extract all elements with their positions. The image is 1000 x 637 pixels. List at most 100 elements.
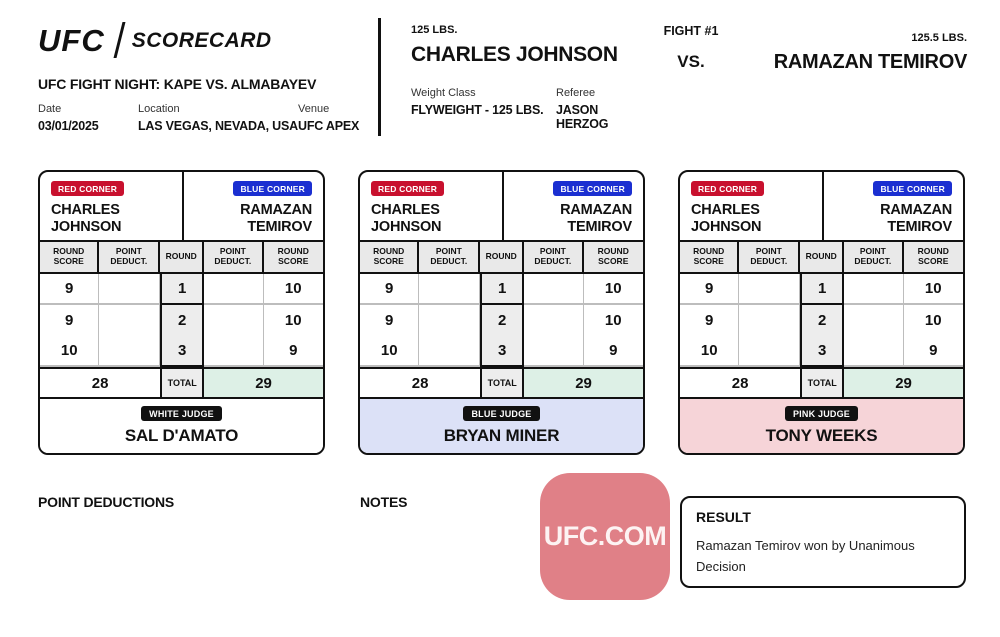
weight-class-field: Weight Class FLYWEIGHT - 125 LBS. (411, 87, 556, 131)
col-round: ROUND (480, 242, 525, 272)
red-fighter-cell: RED CORNER CHARLES JOHNSON (40, 172, 182, 240)
blue-point-deduct-cell (524, 336, 584, 367)
blue-fighter-weight: 125.5 LBS. (911, 32, 967, 44)
referee-field: Referee JASON HERZOG (556, 87, 641, 131)
score-row: 9 1 10 (680, 274, 963, 305)
blue-round-score: 9 (583, 336, 643, 367)
red-fighter-name: CHARLES JOHNSON (691, 202, 762, 236)
total-label: TOTAL (480, 369, 525, 397)
date-field: Date 03/01/2025 (38, 103, 138, 133)
red-fighter-weight: 125 LBS. (411, 24, 458, 36)
col-round-score-red: ROUND SCORE (360, 242, 420, 272)
judge-badge: PINK JUDGE (784, 406, 858, 421)
score-table-header: ROUND SCORE POINT DEDUCT. ROUND POINT DE… (40, 242, 323, 274)
round-number: 2 (480, 305, 525, 336)
red-fighter-first: CHARLES (51, 202, 120, 218)
round-number: 2 (160, 305, 205, 336)
weight-class-value: FLYWEIGHT - 125 LBS. (411, 103, 544, 117)
blue-round-score: 10 (263, 274, 323, 305)
blue-fighter-last: TEMIROV (887, 219, 952, 236)
red-point-deduct-cell (419, 274, 481, 305)
red-point-deduct-cell (739, 336, 801, 367)
blue-point-deduct-cell (204, 305, 264, 336)
red-total: 28 (680, 369, 801, 397)
red-point-deduct-cell (99, 305, 161, 336)
blue-point-deduct-cell (204, 336, 264, 367)
blue-round-score: 10 (263, 305, 323, 336)
fighters-header: RED CORNER CHARLES JOHNSON BLUE CORNER R… (360, 172, 643, 242)
red-fighter-first: CHARLES (371, 202, 440, 218)
score-row: 9 2 10 (40, 305, 323, 336)
blue-total: 29 (524, 369, 643, 397)
event-info-row: Date 03/01/2025 Location LAS VEGAS, NEVA… (38, 103, 378, 133)
round-number: 3 (800, 336, 845, 367)
blue-fighter-name: RAMAZAN TEMIROV (240, 202, 312, 236)
judge-scorecard-white: RED CORNER CHARLES JOHNSON BLUE CORNER R… (38, 170, 325, 455)
ufc-com-logo: UFC.COM (540, 473, 670, 600)
total-row: 28 TOTAL 29 (360, 367, 643, 399)
score-row: 9 2 10 (360, 305, 643, 336)
red-point-deduct-cell (739, 274, 801, 305)
blue-round-score: 9 (263, 336, 323, 367)
col-round-score-blue: ROUND SCORE (597, 246, 629, 266)
fight-number-block: FIGHT #1 VS. (641, 24, 741, 136)
col-round-score-blue: ROUND SCORE (917, 246, 949, 266)
blue-fighter-first: RAMAZAN (240, 202, 312, 218)
red-fighter-first: CHARLES (691, 202, 760, 218)
judge-scorecard-pink: RED CORNER CHARLES JOHNSON BLUE CORNER R… (678, 170, 965, 455)
location-label: Location (138, 103, 180, 115)
red-point-deduct-cell (99, 274, 161, 305)
location-field: Location LAS VEGAS, NEVADA, USA (138, 103, 298, 133)
score-table-header: ROUND SCORE POINT DEDUCT. ROUND POINT DE… (360, 242, 643, 274)
red-round-score: 10 (360, 336, 420, 367)
judge-scorecard-blue: RED CORNER CHARLES JOHNSON BLUE CORNER R… (358, 170, 645, 455)
score-row: 10 3 9 (360, 336, 643, 367)
blue-point-deduct-cell (204, 274, 264, 305)
round-number: 3 (480, 336, 525, 367)
event-title: UFC FIGHT NIGHT: KAPE VS. ALMABAYEV (38, 76, 317, 92)
result-text: Ramazan Temirov won by Unanimous Decisio… (696, 538, 915, 575)
score-row: 9 2 10 (680, 305, 963, 336)
judge-name: TONY WEEKS (765, 426, 878, 445)
round-number: 1 (160, 274, 205, 305)
blue-point-deduct-cell (844, 305, 904, 336)
red-total: 28 (40, 369, 161, 397)
score-table-header: ROUND SCORE POINT DEDUCT. ROUND POINT DE… (680, 242, 963, 274)
fighters-header: RED CORNER CHARLES JOHNSON BLUE CORNER R… (40, 172, 323, 242)
red-corner-badge: RED CORNER (691, 181, 765, 196)
blue-fighter-name: RAMAZAN TEMIROV (880, 202, 952, 236)
round-number: 1 (800, 274, 845, 305)
col-round-score-red: ROUND SCORE (40, 242, 100, 272)
col-point-deduct-red: POINT DEDUCT. (99, 242, 161, 272)
date-label: Date (38, 103, 62, 115)
score-row: 10 3 9 (40, 336, 323, 367)
col-point-deduct-blue: POINT DEDUCT. (844, 242, 904, 272)
scorecard-logo-text: SCORECARD (131, 28, 272, 52)
red-point-deduct-cell (419, 336, 481, 367)
round-number: 3 (160, 336, 205, 367)
red-round-score: 10 (40, 336, 100, 367)
venue-label: Venue (298, 103, 330, 115)
col-round: ROUND (800, 242, 845, 272)
blue-fighter-cell: BLUE CORNER RAMAZAN TEMIROV (501, 172, 644, 240)
judge-badge: WHITE JUDGE (141, 406, 222, 421)
col-round: ROUND (160, 242, 205, 272)
red-fighter-last: JOHNSON (691, 219, 762, 236)
top-header: UFC SCORECARD UFC FIGHT NIGHT: KAPE VS. … (38, 16, 967, 136)
blue-corner-badge: BLUE CORNER (873, 181, 952, 196)
red-fighter-name: CHARLES JOHNSON (411, 43, 618, 66)
red-fighter-last: JOHNSON (51, 219, 122, 236)
red-total: 28 (360, 369, 481, 397)
red-round-score: 9 (680, 305, 740, 336)
blue-fighter-name: RAMAZAN TEMIROV (773, 51, 968, 73)
red-round-score: 9 (40, 305, 100, 336)
blue-round-score: 10 (903, 305, 963, 336)
score-row: 10 3 9 (680, 336, 963, 367)
venue-field: Venue UFC APEX (298, 103, 378, 133)
blue-fighter-first: RAMAZAN (880, 202, 952, 218)
result-label: RESULT (696, 509, 751, 525)
score-row: 9 1 10 (360, 274, 643, 305)
total-row: 28 TOTAL 29 (40, 367, 323, 399)
blue-total: 29 (844, 369, 963, 397)
